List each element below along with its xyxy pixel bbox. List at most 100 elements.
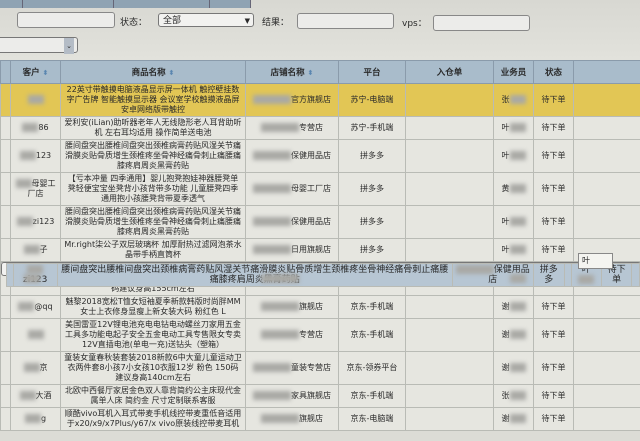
warehouse-cell — [405, 205, 494, 239]
sort-icon: ⬍ — [168, 69, 175, 77]
product-cell[interactable]: 腰间盘突出腰椎间盘突出颈椎病膏药贴风湿关节痛滑膜炎贴骨质增生颈椎疼坐骨神经痛骨刺… — [60, 205, 246, 239]
status-cell: 待下单 — [533, 351, 574, 385]
table-row[interactable]: 京 童装女童春秋装套装2018新款6中大童儿童运动卫衣两件套8小孩7小女孩10衣… — [0, 351, 640, 385]
status-select[interactable]: 全部 ▼ — [158, 13, 254, 27]
status-label: 状态： — [120, 18, 148, 28]
col-platform[interactable]: 平台 — [338, 60, 406, 84]
table-row[interactable]: 86 爱利安(iLian)助听器老年人无线隐形老人耳背助听机 左右耳均适用 操作… — [0, 116, 640, 140]
warehouse-cell — [405, 83, 494, 117]
product-cell[interactable]: 【亏本冲量 四季通用】婴儿抱凳抱娃神器腰凳单凳轻便宝宝坐凳背小孩背带多功能 儿童… — [60, 172, 246, 206]
product-cell[interactable]: 北欧中西餐厅家居金色双人靠背简约公主床现代金属单人床 简约金 尺寸定制联系客服 — [60, 384, 246, 408]
status-cell: 待下单 — [533, 116, 574, 140]
product-cell[interactable]: 童装女童春秋装套装2018新款6中大童儿童运动卫衣两件套8小孩7小女孩10衣服1… — [60, 351, 246, 385]
customer-cell: 母婴工厂店 — [10, 172, 61, 206]
status-cell: 待下单 — [533, 139, 574, 173]
product-cell[interactable]: Mr.right柒公子双层玻璃杯 加厚耐热过滤网泡茶水晶带手柄直筒杯 — [60, 238, 246, 262]
staff-cell: 叶 — [493, 205, 534, 239]
product-cell[interactable]: 22英寸带触摸电脑液晶显示屏一体机 触控壁挂数字广告牌 智能触摸显示器 会议室学… — [60, 83, 246, 117]
product-cell[interactable]: 顺酷vivo耳机入耳式带麦手机线控带麦重低音适用于x20/x9/x7Plus/y… — [60, 407, 246, 431]
table-row[interactable]: 22英寸带触摸电脑液晶显示屏一体机 触控壁挂数字广告牌 智能触摸显示器 会议室学… — [0, 83, 640, 117]
col-warehouse[interactable]: 入仓单 — [405, 60, 494, 84]
table-row[interactable]: 大酒 北欧中西餐厅家居金色双人靠背简约公主床现代金属单人床 简约金 尺寸定制联系… — [0, 384, 640, 408]
shop-cell: 保健用品店 — [245, 139, 339, 173]
result-input[interactable] — [297, 13, 394, 29]
customer-cell: 子 — [10, 238, 61, 262]
staff-cell: 黄 — [493, 172, 534, 206]
staff-cell: 谢 — [493, 295, 534, 319]
table-row[interactable]: 美国雷亚12V锂电池充电电钻电动螺丝刀家用五金工具多功能电起子安全五金电动工具专… — [0, 318, 640, 352]
customer-cell: 86 — [10, 116, 61, 140]
customer-cell: g — [10, 407, 61, 431]
chevron-down-icon: ⌄ — [64, 38, 74, 54]
shop-cell: 日用旗舰店 — [245, 238, 339, 262]
warehouse-cell — [405, 139, 494, 173]
tab[interactable] — [0, 0, 23, 8]
customer-cell — [10, 318, 61, 352]
staff-cell: 张 — [493, 384, 534, 408]
table-row[interactable]: zi123 腰间盘突出腰椎间盘突出颈椎病膏药贴风湿关节痛滑膜炎贴骨质增生颈椎疼坐… — [0, 262, 640, 287]
product-cell[interactable]: 腰间盘突出腰椎间盘突出颈椎病膏药贴风湿关节痛滑膜炎贴骨质增生颈椎疼坐骨神经痛骨刺… — [56, 263, 453, 287]
col-customer[interactable]: 客户 ⬍ — [10, 60, 61, 84]
product-cell[interactable]: 美国雷亚12V锂电池充电电钻电动螺丝刀家用五金工具多功能电起子安全五金电动工具专… — [60, 318, 246, 352]
warehouse-cell — [405, 407, 494, 431]
product-cell[interactable]: 魅黎2018宽松T恤女短袖夏季新款韩版时尚胖MM女士上衣修身显瘦上新女装大码 粉… — [60, 295, 246, 319]
filter-input[interactable] — [17, 12, 115, 28]
col-product[interactable]: 商品名称 ⬍ — [60, 60, 246, 84]
platform-cell: 京东-手机端 — [338, 295, 406, 319]
status-cell: 待下单 — [533, 318, 574, 352]
status-cell: 待下单 — [533, 407, 574, 431]
orders-table: 客户 ⬍ 商品名称 ⬍ 店铺名称 ⬍ 平台 入仓单 业务员 状态 22英寸带触摸… — [0, 60, 640, 431]
shop-cell: 童装专营店 — [245, 351, 339, 385]
staff-cell: 谢 — [493, 407, 534, 431]
shop-cell: 专营店 — [245, 116, 339, 140]
platform-cell: 拼多多 — [533, 263, 565, 287]
table-row[interactable]: 123 腰间盘突出腰椎间盘突出颈椎病膏药贴风湿关节痛滑膜炎贴骨质增生颈椎疼坐骨神… — [0, 139, 640, 173]
warehouse-cell — [405, 116, 494, 140]
dropdown-arrow-icon: ▼ — [244, 17, 250, 25]
staff-cell: 叶 — [493, 139, 534, 173]
status-cell: 待下单 — [533, 384, 574, 408]
warehouse-cell — [405, 172, 494, 206]
staff-cell: 张 — [493, 83, 534, 117]
warehouse-cell — [405, 384, 494, 408]
shop-cell: 母婴工厂店 — [245, 172, 339, 206]
status-cell: 待下单 — [533, 238, 574, 262]
customer-cell: zi123 — [10, 205, 61, 239]
vps-label: vps： — [402, 19, 427, 29]
col-staff[interactable]: 业务员 — [493, 60, 534, 84]
product-cell[interactable]: 爱利安(iLian)助听器老年人无线隐形老人耳背助听机 左右耳均适用 操作简单送… — [60, 116, 246, 140]
table-row[interactable]: g 顺酷vivo耳机入耳式带麦手机线控带麦重低音适用于x20/x9/x7Plus… — [0, 407, 640, 431]
top-tabs — [0, 0, 251, 9]
col-status[interactable]: 状态 — [533, 60, 574, 84]
tab[interactable] — [23, 0, 114, 8]
tab[interactable] — [210, 0, 251, 8]
status-cell: 待下单 — [533, 83, 574, 117]
platform-cell: 拼多多 — [338, 172, 406, 206]
customer-cell: 123 — [10, 139, 61, 173]
table-row[interactable]: 母婴工厂店 【亏本冲量 四季通用】婴儿抱凳抱娃神器腰凳单凳轻便宝宝坐凳背小孩背带… — [0, 172, 640, 206]
table-row[interactable]: @qq 魅黎2018宽松T恤女短袖夏季新款韩版时尚胖MM女士上衣修身显瘦上新女装… — [0, 295, 640, 319]
product-cell[interactable]: 腰间盘突出腰椎间盘突出颈椎病膏药贴风湿关节痛滑膜炎贴骨质增生颈椎疼坐骨神经痛骨刺… — [60, 139, 246, 173]
secondary-select[interactable]: ⌄ — [0, 37, 78, 54]
shop-cell: 保健用品店 — [245, 205, 339, 239]
status-cell: 待下单 — [600, 263, 633, 287]
platform-cell: 京东-手机端 — [338, 384, 406, 408]
customer-cell: @qq — [10, 295, 61, 319]
tab[interactable] — [114, 0, 210, 8]
platform-cell: 京东-电脑端 — [338, 407, 406, 431]
col-shop[interactable]: 店铺名称 ⬍ — [245, 60, 339, 84]
shop-cell: 官方旗舰店 — [245, 83, 339, 117]
table-header: 客户 ⬍ 商品名称 ⬍ 店铺名称 ⬍ 平台 入仓单 业务员 状态 — [0, 60, 640, 84]
sort-icon: ⬍ — [307, 69, 314, 77]
shop-cell: 保健用品店 — [451, 263, 535, 287]
status-cell: 待下单 — [533, 295, 574, 319]
table-row[interactable]: 子 Mr.right柒公子双层玻璃杯 加厚耐热过滤网泡茶水晶带手柄直筒杯 日用旗… — [0, 238, 640, 262]
staff-cell: 谢 — [493, 318, 534, 352]
customer-cell: 大酒 — [10, 384, 61, 408]
vps-input[interactable] — [433, 15, 530, 31]
table-row[interactable]: zi123 腰间盘突出腰椎间盘突出颈椎病膏药贴风湿关节痛滑膜炎贴骨质增生颈椎疼坐… — [0, 205, 640, 239]
platform-cell: 拼多多 — [338, 205, 406, 239]
warehouse-cell — [405, 318, 494, 352]
status-cell: 待下单 — [533, 172, 574, 206]
customer-cell — [10, 83, 61, 117]
